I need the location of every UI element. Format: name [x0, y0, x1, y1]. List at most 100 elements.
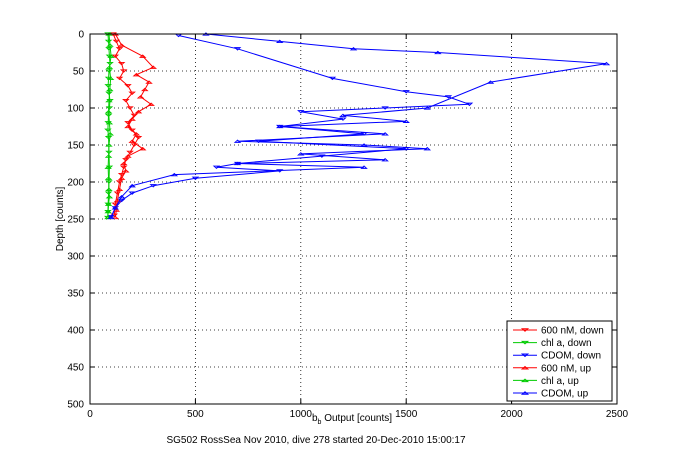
data-point — [339, 117, 347, 121]
data-point — [297, 152, 305, 156]
legend-marker — [520, 353, 530, 358]
data-point — [105, 121, 114, 125]
data-point — [111, 206, 120, 210]
data-point — [115, 47, 124, 51]
data-point — [117, 176, 126, 180]
data-point — [134, 135, 143, 140]
data-point — [104, 109, 113, 114]
data-point — [138, 146, 147, 151]
data-point — [275, 39, 284, 44]
series-line — [107, 33, 112, 218]
data-point — [117, 61, 126, 66]
data-point — [107, 215, 115, 220]
legend-label: CDOM, up — [541, 389, 589, 400]
y-tick-label: 300 — [67, 252, 84, 263]
data-point — [112, 39, 121, 44]
data-point — [104, 128, 112, 132]
legend-marker — [520, 391, 530, 395]
y-tick-label: 350 — [67, 289, 84, 300]
data-point — [122, 98, 130, 103]
data-point — [104, 209, 112, 214]
data-point — [147, 102, 155, 106]
data-point — [105, 98, 113, 103]
data-point — [360, 143, 368, 147]
data-point — [104, 176, 113, 180]
legend-entry: CDOM, up — [513, 389, 589, 400]
x-tick-label: 2500 — [606, 409, 629, 420]
x-axis-label-rest: Output [counts] — [321, 413, 392, 424]
data-point — [107, 215, 115, 219]
data-point — [104, 154, 113, 158]
y-tick-label: 500 — [67, 400, 84, 411]
x-axis-label: bb Output [counts] — [312, 413, 392, 426]
data-point — [602, 61, 611, 66]
data-point — [130, 143, 139, 147]
data-point — [134, 109, 143, 114]
y-tick-label: 100 — [67, 104, 84, 115]
data-point — [138, 54, 147, 58]
series-5 — [107, 32, 611, 220]
data-point — [402, 90, 410, 94]
y-tick-label: 450 — [67, 363, 84, 374]
data-point — [112, 208, 121, 212]
y-tick-label: 0 — [78, 30, 84, 41]
data-point — [132, 72, 141, 77]
legend-entry: chl a, down — [513, 338, 592, 349]
data-point — [128, 91, 136, 95]
data-point — [381, 158, 389, 162]
y-tick-label: 50 — [73, 67, 85, 78]
legend-marker — [520, 378, 530, 383]
data-point — [104, 191, 113, 195]
series-layer — [103, 32, 611, 220]
legend-label: 600 nM, up — [541, 363, 591, 374]
data-point — [119, 69, 128, 73]
legend-box — [506, 320, 613, 402]
data-point — [132, 132, 141, 136]
data-point — [141, 87, 149, 92]
data-point — [117, 195, 126, 199]
legend-entry: 600 nM, down — [513, 326, 604, 337]
legend-label: CDOM, down — [541, 351, 601, 362]
data-point — [126, 106, 134, 110]
series-line — [114, 33, 155, 218]
x-axis-label-subscript: b — [318, 419, 322, 426]
data-point — [105, 91, 113, 95]
data-point — [124, 154, 132, 158]
series-4 — [104, 32, 115, 220]
y-tick-label: 250 — [67, 215, 84, 226]
data-point — [113, 198, 122, 203]
data-point — [104, 202, 113, 206]
y-tick-label: 200 — [67, 178, 84, 189]
data-point — [128, 183, 136, 188]
series-line — [110, 34, 470, 217]
data-point — [328, 76, 337, 81]
y-tick-label: 400 — [67, 326, 84, 337]
data-point — [170, 172, 179, 177]
legend-label: 600 nM, down — [541, 326, 604, 337]
x-axis-label-main: b — [312, 413, 318, 424]
data-point — [106, 132, 115, 136]
data-point — [115, 76, 124, 81]
data-point — [381, 132, 389, 136]
x-tick-label: 0 — [87, 409, 93, 420]
series-3 — [111, 32, 158, 220]
data-point — [124, 84, 132, 88]
data-point — [275, 124, 284, 129]
x-tick-label: 1000 — [290, 409, 313, 420]
data-point — [104, 165, 112, 169]
data-point — [233, 139, 242, 143]
series-line — [110, 33, 607, 218]
y-tick-label: 150 — [67, 141, 84, 152]
data-point — [339, 113, 347, 118]
legend-entry: 600 nM, up — [513, 363, 591, 374]
data-point — [486, 80, 495, 84]
data-point — [233, 47, 242, 51]
x-tick-label: 1500 — [395, 409, 418, 420]
data-point — [402, 119, 410, 123]
data-point — [136, 95, 145, 99]
legend-marker — [520, 365, 530, 370]
data-point — [128, 117, 136, 121]
y-axis-label: Depth [counts] — [55, 187, 66, 252]
data-point — [106, 76, 115, 81]
